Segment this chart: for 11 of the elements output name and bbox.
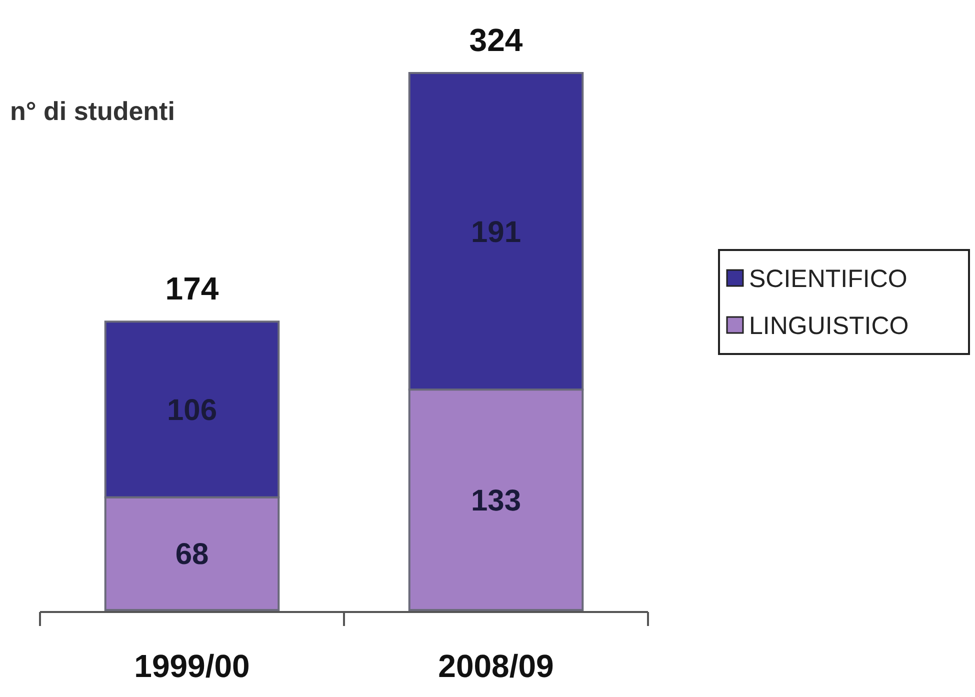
x-tick-label: 2008/09 xyxy=(438,648,554,684)
legend-label: LINGUISTICO xyxy=(749,312,909,340)
data-label: 68 xyxy=(175,538,209,572)
total-label: 324 xyxy=(469,22,523,58)
x-tick-label: 1999/00 xyxy=(134,648,250,684)
legend-label: SCIENTIFICO xyxy=(749,264,908,293)
y-axis-title: n° di studenti xyxy=(10,96,175,126)
total-label: 174 xyxy=(165,270,219,307)
data-label: 106 xyxy=(166,394,218,427)
data-label: 191 xyxy=(470,216,522,249)
data-label: 133 xyxy=(470,484,522,518)
